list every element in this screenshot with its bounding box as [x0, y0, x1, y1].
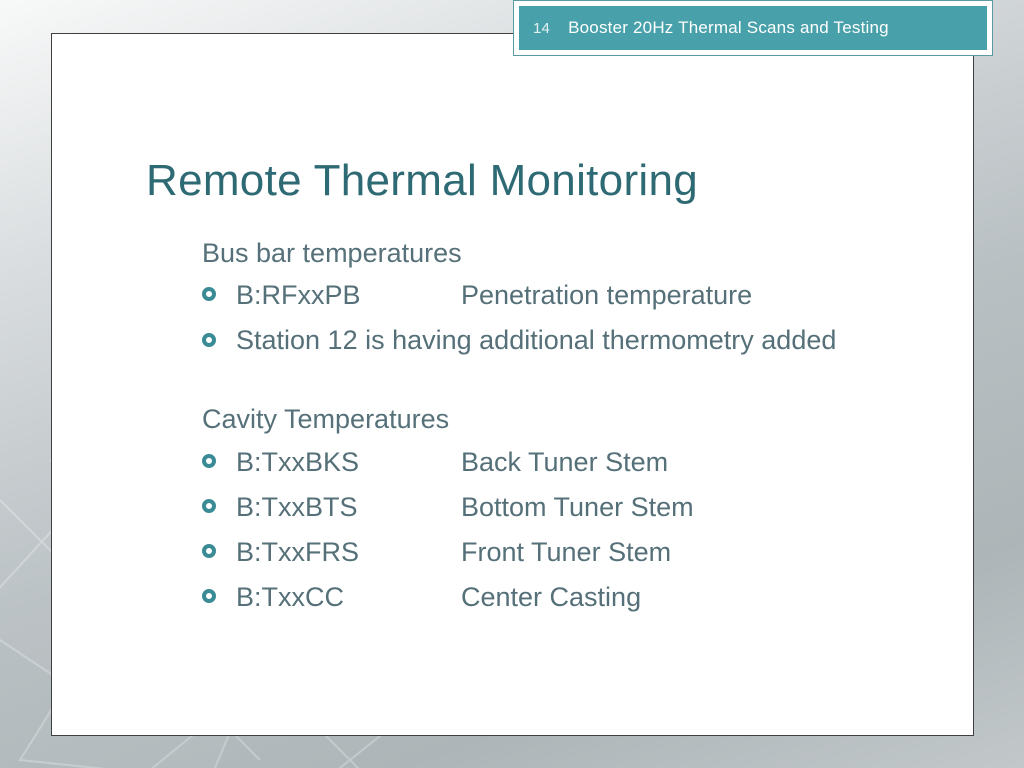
header-title: Booster 20Hz Thermal Scans and Testing — [568, 18, 889, 38]
slide-title: Remote Thermal Monitoring — [146, 156, 933, 206]
param-code: B:TxxCC — [236, 578, 461, 617]
list-item: B:RFxxPB Penetration temperature — [202, 276, 933, 315]
header-tab: 14 Booster 20Hz Thermal Scans and Testin… — [513, 0, 993, 56]
param-code: B:TxxBTS — [236, 488, 461, 527]
param-desc: Front Tuner Stem — [461, 533, 933, 572]
param-desc: Penetration temperature — [461, 276, 933, 315]
list-item: Station 12 is having additional thermome… — [202, 321, 933, 360]
slide-content: Remote Thermal Monitoring Bus bar temper… — [146, 156, 933, 623]
list-item: B:TxxFRS Front Tuner Stem — [202, 533, 933, 572]
param-code: B:RFxxPB — [236, 276, 461, 315]
list-item: B:TxxBTS Bottom Tuner Stem — [202, 488, 933, 527]
bullet-list: B:RFxxPB Penetration temperature Station… — [202, 276, 933, 360]
param-code: B:TxxFRS — [236, 533, 461, 572]
list-item: B:TxxCC Center Casting — [202, 578, 933, 617]
section-label: Bus bar temperatures — [202, 234, 933, 273]
param-desc: Back Tuner Stem — [461, 443, 933, 482]
list-item: B:TxxBKS Back Tuner Stem — [202, 443, 933, 482]
param-desc: Bottom Tuner Stem — [461, 488, 933, 527]
slide-panel: Remote Thermal Monitoring Bus bar temper… — [51, 33, 974, 736]
bullet-list: B:TxxBKS Back Tuner Stem B:TxxBTS Bottom… — [202, 443, 933, 618]
slide-stage: Remote Thermal Monitoring Bus bar temper… — [0, 0, 1024, 768]
section-label: Cavity Temperatures — [202, 400, 933, 439]
section-spacer — [202, 366, 933, 400]
param-code: B:TxxBKS — [236, 443, 461, 482]
item-text: Station 12 is having additional thermome… — [236, 321, 933, 360]
page-number: 14 — [533, 20, 550, 37]
param-desc: Center Casting — [461, 578, 933, 617]
header-tab-inner: 14 Booster 20Hz Thermal Scans and Testin… — [519, 6, 987, 50]
slide-body: Bus bar temperatures B:RFxxPB Penetratio… — [202, 234, 933, 617]
